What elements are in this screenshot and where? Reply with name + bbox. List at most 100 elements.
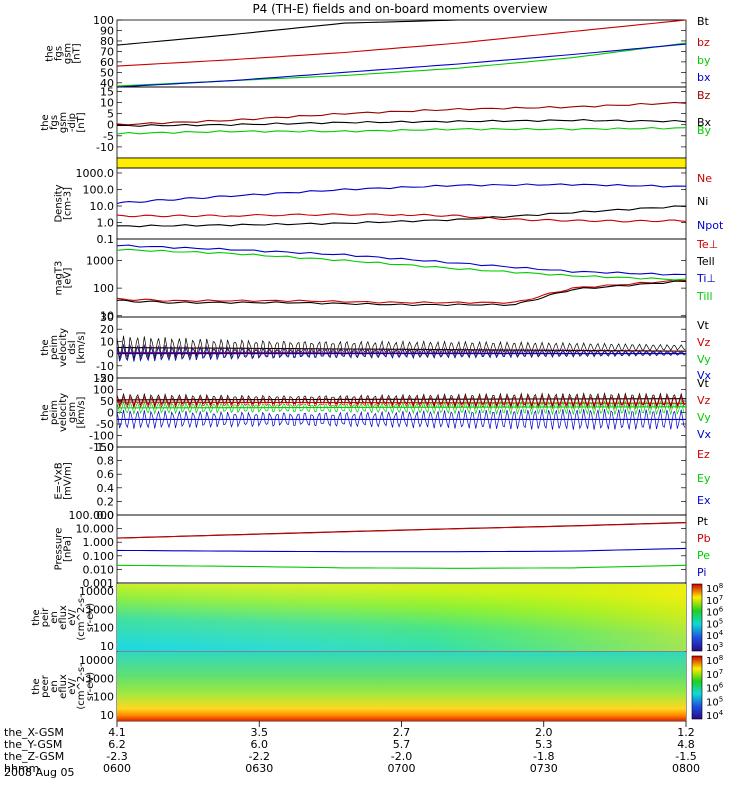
ylabel-line: (cm^2-s- (76, 594, 87, 641)
panel-frame-1 (116, 86, 687, 159)
series-noise-Vy (116, 400, 686, 416)
legend-Ex: Ex (697, 494, 711, 507)
legend-Bt: Bt (697, 15, 710, 28)
ytick-label: 10000 (79, 585, 114, 598)
series-line-Pb (116, 522, 687, 539)
ytick-label: 90 (100, 24, 114, 37)
xaxis-value: 2.0 (535, 726, 553, 739)
xaxis-value: -2.0 (391, 750, 412, 763)
legend-Ey: Ey (697, 472, 711, 485)
ytick-label: 1000 (86, 254, 114, 267)
ylabel-line: peer (40, 674, 51, 698)
series-line-Ni (117, 205, 687, 228)
ylabel-line: [km/s] (76, 396, 87, 428)
ytick-label: 100.0 (83, 183, 115, 196)
legend-Vt: Vt (697, 377, 710, 390)
ytick-label: 100 (93, 691, 114, 704)
ytick-label: 0 (107, 407, 114, 420)
ylabel-line: the (40, 114, 51, 130)
series-noise-Vz (116, 394, 686, 410)
series-line-by (116, 42, 687, 87)
ytick-label: -50 (96, 418, 114, 431)
ylabel-line: the (40, 404, 51, 420)
series-line-Tell (116, 280, 687, 307)
legend-Ni: Ni (697, 195, 708, 208)
ylabel-line: fgs (54, 46, 65, 61)
ytick-label: 30 (100, 311, 114, 324)
x-axis-table: the_X-GSMthe_Y-GSMthe_Z-GSMhhmm4.16.2-2.… (4, 721, 700, 775)
xaxis-value: 4.8 (677, 738, 695, 751)
ylabel-line: eflux (58, 605, 69, 630)
ytick-label: 1000 (86, 603, 114, 616)
ylabel-line: fgs (49, 115, 60, 130)
ytick-label: 0.100 (83, 550, 115, 563)
ytick-label: 10 (100, 640, 114, 653)
series-line-Pi (116, 547, 687, 553)
legend-Vz: Vz (697, 336, 711, 349)
ytick-label: 20 (100, 323, 114, 336)
ytick-label: 150 (93, 372, 114, 385)
ytick-label: -20 (96, 372, 114, 385)
colorbar-tick: 105 (706, 695, 723, 708)
ylabel-line: Density (54, 184, 65, 222)
series-line-Npot (116, 183, 687, 205)
ytick-label: 10 (100, 97, 114, 110)
ylabel-line: magT3 (54, 261, 65, 296)
ylabel-line: sr-eV) (85, 603, 96, 632)
ylabel-line: the (40, 339, 51, 355)
ylabel-line: [nPa] (63, 536, 74, 562)
ytick-label: 50 (100, 66, 114, 79)
xaxis-value: -1.8 (533, 750, 554, 763)
xaxis-value: 4.1 (108, 726, 126, 739)
legend-Ez: Ez (697, 448, 710, 461)
ytick-label: 10 (100, 335, 114, 348)
ytick-label: 100 (93, 622, 114, 635)
xaxis-value: 5.7 (393, 738, 411, 751)
ytick-label: 70 (100, 45, 114, 58)
ytick-label: 0.8 (97, 455, 115, 468)
ytick-label: 100.000 (69, 509, 115, 522)
xaxis-value: 2.7 (393, 726, 411, 739)
colorbar-tick: 104 (706, 709, 724, 722)
colorbar-tick: 107 (706, 668, 723, 681)
ytick-label: 0.1 (97, 233, 115, 246)
ylabel-line: Pressure (54, 528, 65, 571)
legend-Vy: Vy (697, 353, 711, 366)
ylabel-line: en (49, 611, 60, 624)
ytick-label: 10.0 (90, 200, 115, 213)
legend-Vy: Vy (697, 411, 711, 424)
legend-Pi: Pi (697, 566, 706, 579)
ytick-label: -100 (89, 430, 114, 443)
legend-by: by (697, 54, 711, 67)
legend-Te⊥: Te⊥ (696, 238, 718, 251)
legend-Till: Till (696, 290, 713, 303)
ylabel-line: [nT] (76, 112, 87, 132)
legend-Ne: Ne (697, 172, 712, 185)
panel-frame-3 (116, 167, 687, 240)
ytick-label: 0.2 (97, 495, 115, 508)
ylabel-line: the (31, 609, 42, 625)
ylabel-line: the (45, 45, 56, 61)
ytick-label: 50 (100, 395, 114, 408)
ion-spectrogram-overlay (117, 584, 686, 651)
xaxis-value: -2.3 (106, 750, 127, 763)
legend-Vt: Vt (697, 319, 710, 332)
date-label: 2008 Aug 05 (4, 766, 74, 779)
legend-bx: bx (697, 71, 711, 84)
legend-By: By (697, 124, 712, 137)
legend-bz: bz (697, 36, 710, 49)
ylabel-line: eV/ (67, 678, 78, 695)
ylabel-line: peim (49, 400, 60, 425)
ylabel-line: eV/ (67, 609, 78, 626)
colorbar-tick: 103 (706, 641, 723, 654)
xaxis-value: 0800 (672, 762, 700, 775)
xaxis-value: 3.5 (251, 726, 269, 739)
ytick-label: -10 (96, 141, 114, 154)
panel-frame-4 (116, 238, 687, 318)
figure-title: P4 (TH-E) fields and on-board moments ov… (252, 2, 547, 16)
xaxis-row-label: the_Z-GSM (4, 750, 64, 763)
xaxis-row-label: the_Y-GSM (4, 738, 62, 751)
ylabel-line: E=-VxB (54, 462, 65, 499)
